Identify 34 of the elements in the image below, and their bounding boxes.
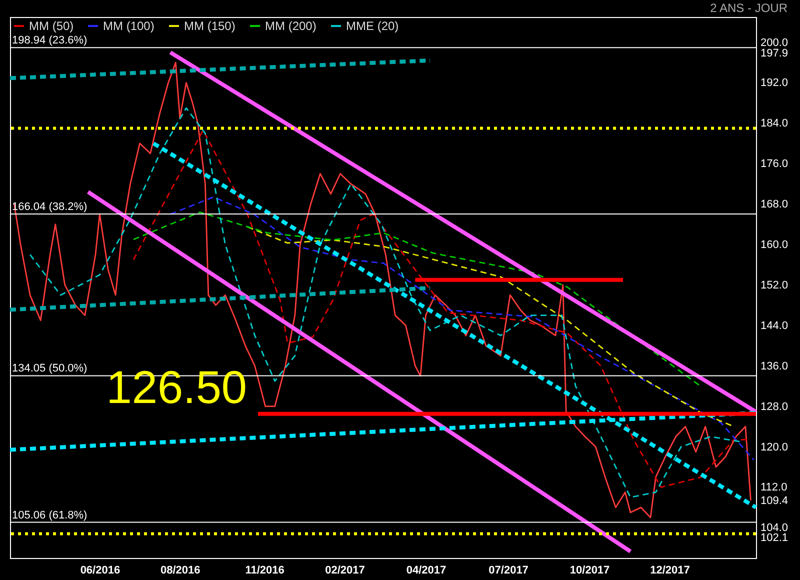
ref-line-label: 134.05 (50.0%) [12, 362, 88, 375]
y-tick-label: 112.0 [760, 482, 788, 494]
x-tick-label: 04/2017 [406, 564, 446, 576]
legend-label: MM (50) [29, 19, 74, 33]
x-tick-label: 07/2017 [488, 564, 528, 576]
x-tick-label: 10/2017 [570, 564, 610, 576]
y-tick-label: 109.4 [760, 494, 788, 507]
legend-label: MME (20) [346, 19, 399, 33]
y-tick-label: 120.0 [760, 441, 788, 454]
x-tick-label: 12/2017 [650, 564, 690, 576]
y-tick-label: 197.9 [760, 47, 788, 60]
y-tick-label: 160.0 [760, 239, 788, 252]
ref-line-label: 198.94 (23.6%) [12, 34, 88, 47]
annotation: 126.50 [106, 361, 247, 413]
y-tick-label: 136.0 [760, 360, 788, 372]
x-tick-label: 06/2016 [80, 564, 120, 576]
legend-label: MM (150) [184, 19, 236, 33]
y-tick-label: 104.0 [760, 522, 788, 534]
x-tick-label: 08/2016 [160, 564, 200, 576]
y-tick-label: 176.0 [760, 158, 788, 170]
x-tick-label: 02/2017 [325, 564, 365, 576]
y-tick-label: 184.0 [760, 118, 788, 130]
y-tick-label: 152.0 [760, 279, 788, 292]
legend-label: MM (200) [265, 19, 316, 33]
legend-label: MM (100) [103, 19, 154, 33]
y-tick-label: 168.0 [760, 198, 788, 211]
x-tick-label: 11/2016 [245, 564, 284, 576]
y-tick-label: 128.0 [760, 400, 788, 413]
ref-line-label: 105.06 (61.8%) [12, 509, 88, 522]
y-tick-label: 144.0 [760, 320, 788, 332]
y-tick-label: 192.0 [760, 77, 788, 90]
y-tick-label: 102.1 [760, 532, 788, 544]
y-tick-label: 200.0 [760, 36, 788, 49]
chart-title: 2 ANS - JOUR [710, 1, 788, 15]
